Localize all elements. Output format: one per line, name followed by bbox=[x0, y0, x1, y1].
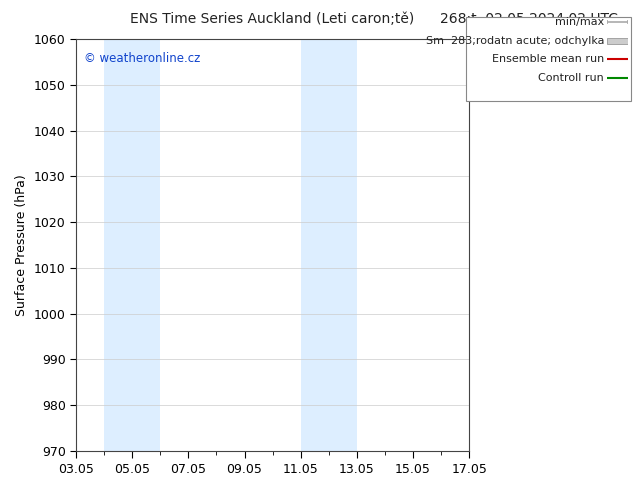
Text: Sm  283;rodatn acute; odchylka: Sm 283;rodatn acute; odchylka bbox=[425, 36, 604, 46]
Text: ENS Time Series Auckland (Leti caron;tě): ENS Time Series Auckland (Leti caron;tě) bbox=[131, 12, 415, 26]
Text: min/max: min/max bbox=[555, 17, 604, 27]
Text: © weatheronline.cz: © weatheronline.cz bbox=[84, 51, 200, 65]
Text: Controll run: Controll run bbox=[538, 73, 604, 83]
Bar bbox=[607, 38, 628, 44]
Y-axis label: Surface Pressure (hPa): Surface Pressure (hPa) bbox=[15, 174, 29, 316]
Text: Ensemble mean run: Ensemble mean run bbox=[492, 54, 604, 64]
Text: 268;t. 02.05.2024 02 UTC: 268;t. 02.05.2024 02 UTC bbox=[441, 12, 618, 26]
Bar bbox=[301, 39, 357, 451]
Bar bbox=[104, 39, 160, 451]
